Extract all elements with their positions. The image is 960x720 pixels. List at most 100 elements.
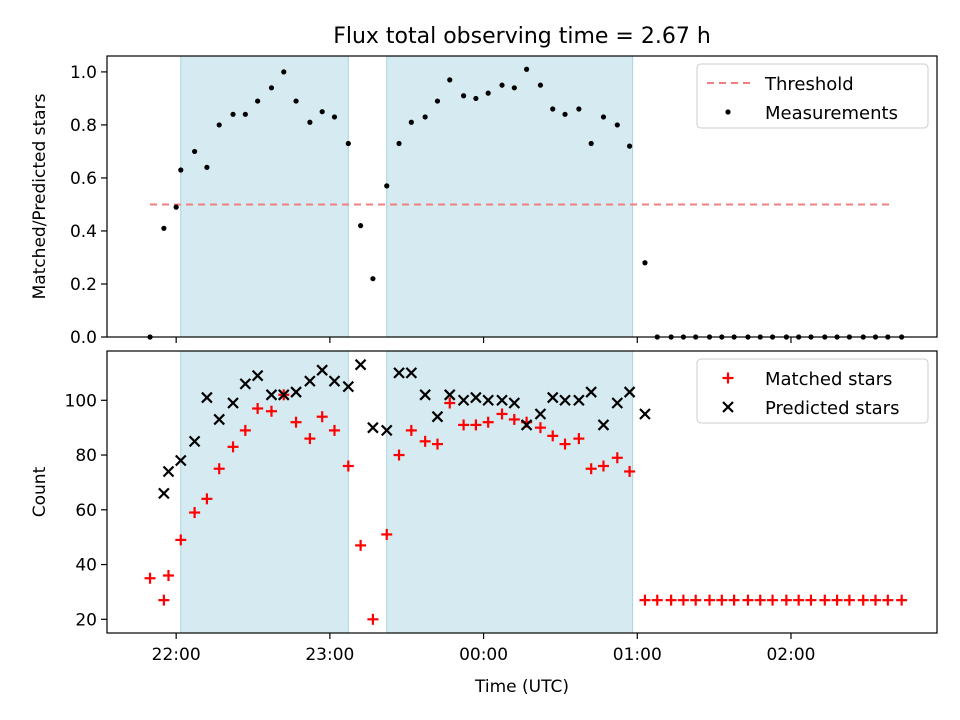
legend-predicted-label: Predicted stars — [765, 398, 899, 419]
y-tick-label: 80 — [75, 446, 97, 466]
x-tick-label: 23:00 — [305, 645, 354, 665]
matched-star-point — [328, 424, 340, 436]
x-tick-label: 01:00 — [613, 645, 662, 665]
matched-star-point — [508, 413, 520, 425]
matched-star-point — [896, 594, 908, 606]
y-tick-label: 20 — [75, 610, 97, 630]
matched-star-point — [882, 594, 894, 606]
matched-star-point — [611, 452, 623, 464]
y-axis-ticks-top: 0.0 0.2 0.4 0.6 0.8 1.0 — [70, 63, 107, 348]
predicted-star-point — [158, 487, 170, 500]
measurement-point — [384, 183, 390, 189]
matched-star-point — [252, 402, 264, 414]
predicted-star-point — [174, 454, 187, 467]
measurement-point — [293, 98, 299, 104]
axes-frame-bottom — [106, 350, 938, 634]
measurement-point — [626, 143, 633, 149]
legend-bottom: Matched stars Predicted stars — [696, 358, 929, 424]
chart-title: Flux total observing time = 2.67 h — [333, 24, 711, 49]
count-points — [144, 358, 908, 625]
matched-star-point — [742, 594, 754, 606]
panel-bottom-count: 20 40 60 80 100 22:00 23:00 00:00 01:00 02:00 Co… — [30, 350, 938, 665]
predicted-star-point — [265, 389, 278, 401]
matched-star-point — [728, 594, 740, 606]
shaded-interval-bottom-0 — [180, 350, 349, 634]
measurement-point — [537, 82, 544, 88]
measurement-point — [600, 114, 607, 120]
x-tick-label: 22:00 — [152, 645, 201, 665]
predicted-star-point — [611, 397, 624, 409]
matched-star-point — [405, 424, 417, 436]
matched-star-point — [793, 594, 805, 606]
shaded-intervals-bottom — [180, 350, 634, 634]
matched-star-point — [201, 493, 213, 505]
measurement-point — [268, 85, 275, 91]
predicted-star-point — [508, 397, 521, 409]
predicted-star-point — [405, 367, 418, 379]
matched-star-point — [639, 594, 651, 606]
predicted-star-point — [431, 410, 444, 423]
matched-star-point — [559, 438, 571, 450]
measurement-point — [614, 122, 620, 128]
matched-star-point — [227, 441, 239, 453]
legend-predicted-swatch — [722, 401, 734, 413]
predicted-star-point — [213, 413, 225, 426]
measurement-point — [422, 114, 428, 120]
measurement-point — [255, 98, 261, 104]
predicted-star-point — [482, 394, 494, 407]
predicted-star-point — [520, 419, 533, 431]
measurement-point — [642, 260, 648, 266]
predicted-star-point — [201, 391, 213, 404]
predicted-star-point — [239, 378, 252, 390]
predicted-star-point — [470, 391, 482, 404]
predicted-star-point — [559, 394, 571, 407]
y-tick-label: 0.0 — [70, 328, 97, 348]
y-axis-label-top: Matched/Predicted stars — [30, 93, 50, 299]
predicted-star-point — [585, 386, 597, 398]
predicted-star-point — [328, 375, 341, 387]
y-tick-label: 0.4 — [70, 222, 97, 242]
measurement-point — [550, 106, 556, 112]
matched-star-point — [189, 507, 201, 519]
predicted-star-point — [639, 408, 651, 420]
y-axis-label-bottom: Count — [30, 466, 50, 517]
measurement-point — [473, 95, 479, 102]
shaded-intervals-top — [180, 55, 634, 338]
measurement-point — [307, 119, 313, 125]
measurement-point — [281, 69, 287, 75]
predicted-star-point — [623, 386, 636, 398]
measurement-point — [408, 119, 414, 125]
matched-star-point — [393, 449, 405, 461]
measurement-point — [161, 225, 167, 231]
matched-star-point — [239, 424, 251, 436]
measurement-point — [396, 140, 402, 147]
measurement-point — [485, 90, 491, 96]
matched-star-point — [162, 570, 174, 582]
legend-measurements-label: Measurements — [765, 103, 898, 124]
matched-star-point — [290, 416, 302, 428]
matched-star-point — [690, 594, 702, 606]
predicted-star-point — [496, 394, 508, 407]
predicted-star-point — [162, 465, 175, 478]
matched-star-point — [458, 419, 470, 431]
legend-matched-swatch — [722, 372, 734, 384]
measurement-point — [331, 114, 338, 120]
predicted-star-point — [419, 389, 431, 401]
matched-star-point — [704, 594, 716, 606]
measurement-point — [434, 98, 441, 104]
matched-star-point — [716, 594, 728, 606]
predicted-star-point — [354, 358, 367, 371]
measurement-point — [204, 164, 210, 170]
matched-star-point — [482, 416, 494, 428]
x-tick-label: 02:00 — [766, 645, 815, 665]
measurement-point — [216, 122, 222, 128]
predicted-star-point — [367, 421, 379, 434]
measurement-point — [345, 140, 351, 147]
y-axis-ticks-bottom: 20 40 60 80 100 — [65, 391, 107, 630]
measurement-point — [173, 204, 179, 210]
predicted-star-point — [304, 375, 316, 387]
matched-star-point — [213, 463, 225, 475]
measurement-point — [524, 66, 530, 72]
matched-star-point — [780, 594, 792, 606]
predicted-star-point — [546, 391, 559, 404]
